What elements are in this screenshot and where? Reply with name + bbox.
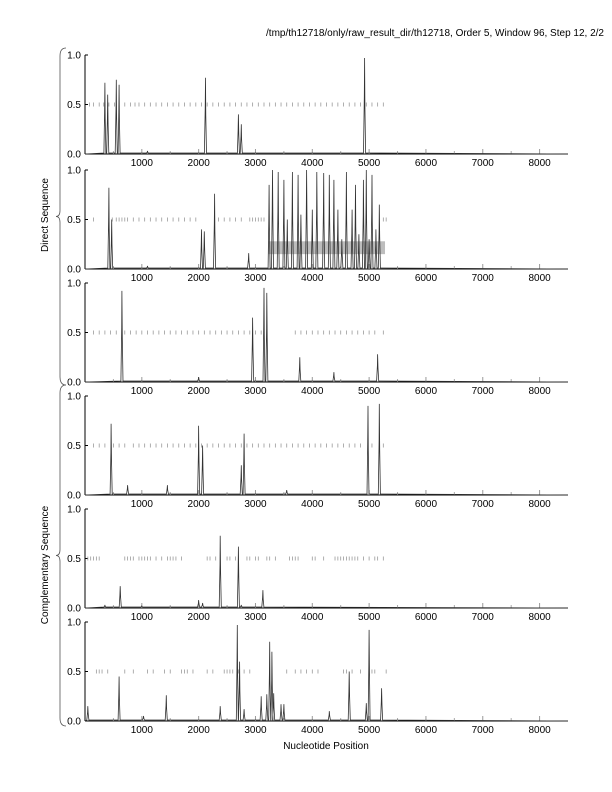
- panel-5: 0.0 0.5 1.0 1000 2000 3000 4000 5000 6000 7000 800…: [67, 505, 569, 623]
- x-tick-label: 8000: [528, 499, 551, 510]
- group-label: Direct Sequence: [40, 178, 51, 252]
- y-tick-label: 0.0: [67, 604, 81, 615]
- x-tick-label: 5000: [358, 725, 381, 736]
- panel-1: 0.0 0.5 1.0 1000 2000 3000 4000 5000 6000 7000 800…: [67, 51, 569, 169]
- x-tick-label: 7000: [472, 725, 495, 736]
- y-tick-label: 0.5: [67, 328, 81, 339]
- x-tick-label: 5000: [358, 612, 381, 623]
- y-tick-label: 0.0: [67, 378, 81, 389]
- x-tick-label: 7000: [472, 499, 495, 510]
- y-tick-label: 0.0: [67, 265, 81, 276]
- x-tick-label: 1000: [131, 725, 154, 736]
- x-tick-label: 6000: [415, 612, 438, 623]
- x-tick-label: 6000: [415, 386, 438, 397]
- x-tick-label: 5000: [358, 386, 381, 397]
- x-tick-label: 1000: [131, 612, 154, 623]
- x-tick-label: 4000: [301, 386, 324, 397]
- coding-potential-line: [84, 287, 569, 383]
- x-tick-label: 2000: [188, 725, 211, 736]
- x-tick-label: 4000: [301, 158, 324, 169]
- x-tick-label: 7000: [472, 386, 495, 397]
- x-tick-label: 7000: [472, 273, 495, 284]
- x-tick-label: 2000: [188, 158, 211, 169]
- y-tick-label: 1.0: [67, 279, 81, 290]
- x-tick-label: 3000: [244, 612, 267, 623]
- panel-6: 0.0 0.5 1.0 1000 2000 3000 4000 5000 6000 7000 800…: [67, 618, 569, 736]
- x-tick-label: 1000: [131, 386, 154, 397]
- y-tick-label: 1.0: [67, 392, 81, 403]
- y-tick-label: 0.0: [67, 150, 81, 161]
- x-tick-label: 1000: [131, 158, 154, 169]
- x-tick-label: 7000: [472, 158, 495, 169]
- y-tick-label: 1.0: [67, 166, 81, 177]
- coding-potential-line: [84, 57, 569, 155]
- x-tick-label: 8000: [528, 612, 551, 623]
- coding-potential-line: [84, 169, 569, 270]
- panel-4: 0.0 0.5 1.0 1000 2000 3000 4000 5000 6000 7000 800…: [67, 392, 569, 510]
- y-tick-label: 0.5: [67, 554, 81, 565]
- y-tick-label: 0.5: [67, 100, 81, 111]
- group-label: Complementary Sequence: [40, 505, 51, 624]
- x-tick-label: 3000: [244, 158, 267, 169]
- x-tick-label: 3000: [244, 386, 267, 397]
- x-tick-label: 1000: [131, 499, 154, 510]
- x-tick-label: 8000: [528, 158, 551, 169]
- x-tick-label: 6000: [415, 725, 438, 736]
- x-tick-label: 2000: [188, 499, 211, 510]
- y-tick-label: 0.5: [67, 667, 81, 678]
- y-tick-label: 0.5: [67, 441, 81, 452]
- predicted-gene-region: [268, 241, 386, 255]
- x-tick-label: 7000: [472, 612, 495, 623]
- coding-potential-line: [84, 535, 569, 609]
- y-tick-label: 1.0: [67, 51, 81, 62]
- x-tick-label: 2000: [188, 273, 211, 284]
- y-tick-label: 1.0: [67, 618, 81, 629]
- x-axis-label: Nucleotide Position: [283, 741, 369, 752]
- x-tick-label: 4000: [301, 725, 324, 736]
- x-tick-label: 4000: [301, 273, 324, 284]
- group-brace: [55, 384, 67, 727]
- y-tick-label: 0.0: [67, 491, 81, 502]
- panel-2: 0.0 0.5 1.0 1000 2000 3000 4000 5000 6000 7000 800…: [67, 166, 569, 284]
- x-tick-label: 4000: [301, 612, 324, 623]
- plot-title: /tmp/th12718/only/raw_result_dir/th12718…: [266, 28, 604, 39]
- x-tick-label: 5000: [358, 499, 381, 510]
- x-tick-label: 1000: [131, 273, 154, 284]
- group-brace: [55, 47, 67, 386]
- x-tick-label: 8000: [528, 725, 551, 736]
- x-tick-label: 4000: [301, 499, 324, 510]
- panel-3: 0.0 0.5 1.0 1000 2000 3000 4000 5000 6000 7000 800…: [67, 279, 569, 397]
- x-tick-label: 3000: [244, 499, 267, 510]
- x-tick-label: 2000: [188, 386, 211, 397]
- y-tick-label: 1.0: [67, 505, 81, 516]
- x-tick-label: 3000: [244, 725, 267, 736]
- x-tick-label: 6000: [415, 158, 438, 169]
- y-tick-label: 0.5: [67, 215, 81, 226]
- x-tick-label: 3000: [244, 273, 267, 284]
- x-tick-label: 8000: [528, 273, 551, 284]
- x-tick-label: 6000: [415, 273, 438, 284]
- x-tick-label: 2000: [188, 612, 211, 623]
- x-tick-label: 6000: [415, 499, 438, 510]
- coding-potential-line: [84, 403, 569, 496]
- y-tick-label: 0.0: [67, 717, 81, 728]
- x-tick-label: 5000: [358, 158, 381, 169]
- coding-potential-line: [84, 624, 569, 722]
- x-tick-label: 8000: [528, 386, 551, 397]
- x-tick-label: 5000: [358, 273, 381, 284]
